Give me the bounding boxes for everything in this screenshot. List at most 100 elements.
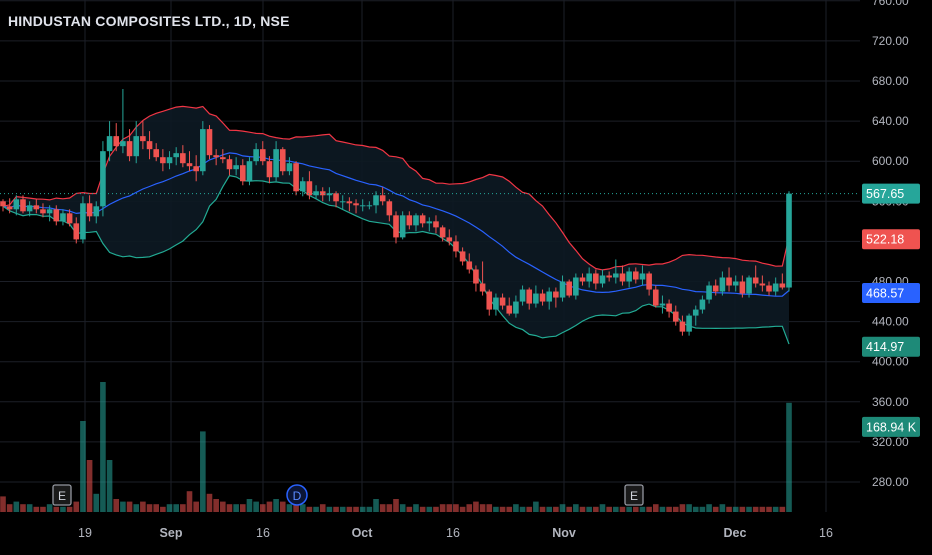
candle-body — [519, 289, 526, 302]
candle-body — [166, 157, 173, 164]
candle-body — [766, 285, 772, 292]
volume-bar — [339, 506, 346, 512]
candle-body — [33, 205, 40, 210]
volume-bar — [659, 506, 666, 512]
volume-bar — [26, 504, 33, 512]
x-tick-label: Nov — [552, 526, 576, 540]
candle-body — [626, 271, 632, 282]
volume-bar — [359, 506, 366, 512]
volume-bar — [446, 504, 453, 512]
volume-bar — [719, 504, 726, 512]
volume-bar — [146, 504, 153, 512]
volume-bar — [599, 504, 606, 512]
x-tick-label: Sep — [160, 526, 183, 540]
event-marker-label: D — [293, 489, 302, 503]
candle-body — [426, 221, 433, 224]
candle-body — [679, 321, 686, 332]
candle-body — [26, 205, 33, 212]
volume-bar — [413, 504, 419, 512]
volume-bar — [632, 506, 639, 512]
volume-bar — [466, 504, 473, 512]
volume-bar — [786, 402, 792, 512]
volume-bar — [106, 460, 113, 512]
volume-bar — [46, 504, 53, 512]
volume-bar — [6, 504, 13, 512]
volume-bar — [433, 506, 439, 512]
volume-bar — [20, 504, 26, 512]
volume-bar — [766, 506, 772, 512]
x-tick-label: 16 — [446, 526, 460, 540]
candle-body — [379, 195, 386, 202]
volume-bar — [200, 431, 206, 512]
volume-bar — [459, 506, 466, 512]
candle-body — [206, 129, 213, 156]
volume-bar — [533, 501, 539, 512]
volume-bar — [259, 504, 266, 512]
candle-body — [566, 281, 572, 296]
price-badge-bg — [862, 229, 920, 250]
volume-bar — [239, 504, 246, 512]
y-tick-label: 320.00 — [872, 435, 909, 449]
volume-bar — [66, 506, 73, 512]
candle-body — [659, 303, 666, 306]
candle-body — [772, 283, 779, 292]
volume-bar — [426, 506, 433, 512]
candle-body — [652, 289, 659, 306]
candle-body — [193, 166, 199, 172]
volume-bar — [0, 496, 6, 512]
candle-body — [446, 237, 453, 242]
candle-body — [120, 141, 126, 147]
volume-bar — [180, 504, 186, 512]
x-tick-label: 19 — [78, 526, 92, 540]
volume-bar — [213, 499, 219, 512]
chart-title: HINDUSTAN COMPOSITES LTD., 1D, NSE — [8, 13, 290, 29]
candle-body — [46, 209, 53, 214]
candle-body — [759, 283, 766, 286]
volume-bar — [593, 506, 599, 512]
price-badge-bg — [862, 183, 920, 204]
candle-body — [666, 303, 672, 312]
candle-body — [186, 163, 193, 167]
volume-bar — [33, 506, 40, 512]
dividend-marker: D — [286, 484, 308, 506]
volume-bar — [246, 499, 253, 512]
y-tick-label: 600.00 — [872, 154, 909, 168]
volume-bar — [93, 493, 100, 512]
earnings-marker: E — [624, 484, 644, 506]
candle-body — [146, 141, 153, 150]
volume-bar — [493, 506, 499, 512]
volume-bar — [353, 506, 359, 512]
volume-bar — [140, 501, 146, 512]
lower-price-badge: 414.97 — [862, 336, 920, 357]
dividend-badge — [286, 484, 308, 506]
candle-body — [180, 153, 186, 164]
volume-bar — [153, 504, 160, 512]
candle-body — [140, 136, 146, 142]
volume-bar — [672, 506, 679, 512]
candle-body — [239, 165, 246, 182]
candle-body — [692, 309, 699, 316]
y-tick-label: 680.00 — [872, 74, 909, 88]
candle-body — [393, 215, 399, 238]
volume-bar — [499, 506, 506, 512]
candle-body — [506, 305, 513, 314]
volume-bar — [746, 506, 752, 512]
candle-body — [619, 273, 626, 282]
candle-body — [326, 193, 333, 196]
volume-bar — [366, 506, 373, 512]
volume-bar — [166, 504, 173, 512]
candle-body — [160, 157, 166, 164]
candle-body — [20, 199, 26, 212]
y-tick-label: 720.00 — [872, 34, 909, 48]
volume-bar — [453, 504, 459, 512]
volume-bar — [40, 506, 46, 512]
price-badge-bg — [862, 336, 920, 357]
candle-body — [453, 241, 459, 252]
volume-bar — [226, 504, 233, 512]
y-tick-label: 280.00 — [872, 475, 909, 489]
volume-bar — [406, 506, 413, 512]
volume-bar — [759, 506, 766, 512]
candle-body — [546, 291, 553, 302]
